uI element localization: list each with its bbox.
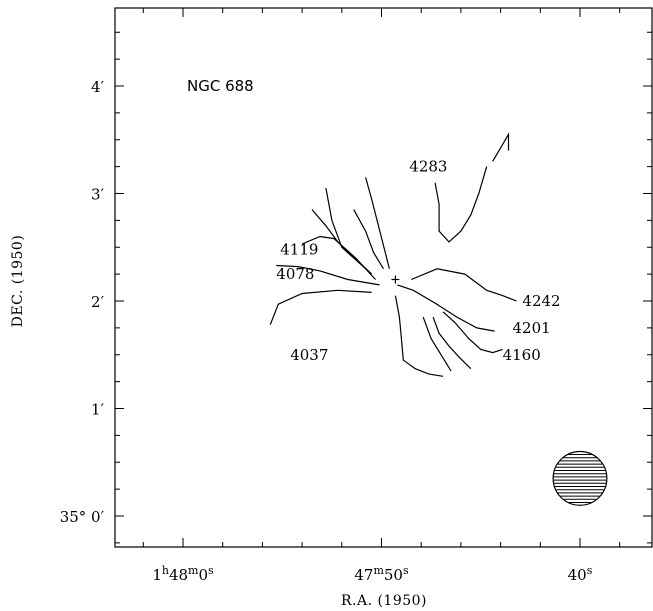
contour-label: 4160 — [503, 346, 541, 364]
contour-line-4078 — [276, 264, 380, 286]
x-tick-label: 40s — [568, 564, 593, 584]
beam-outline — [552, 450, 608, 506]
contour-line-4119 — [325, 187, 373, 275]
contour-line-4160 — [432, 316, 472, 370]
plot-frame — [114, 7, 653, 548]
contour-line-4160 — [422, 316, 452, 372]
contour-line-4160 — [442, 311, 503, 354]
y-tick-label: 2′ — [91, 293, 105, 311]
y-axis-label: DEC. (1950) — [10, 235, 26, 328]
y-tick-label: 35° 0′ — [60, 508, 105, 526]
y-tick-label: 4′ — [91, 78, 105, 96]
contour-labels: 4283 4119 4078 4037 4242 4201 4160 — [276, 158, 560, 364]
center-marker — [391, 275, 400, 284]
contour-line-4160 — [394, 295, 444, 377]
axis-tick-labels: 35° 0′ 1′ 2′ 3′ 4′ 1h48m0s 47m50s 40s — [60, 78, 593, 584]
contour-label: 4037 — [290, 346, 328, 364]
contour-line-4283 — [492, 132, 510, 162]
contour-line-4283 — [434, 166, 488, 243]
contour-line-4078 — [353, 209, 385, 270]
y-tick-label: 1′ — [91, 401, 105, 419]
contour-lines — [269, 132, 517, 377]
x-tick-label: 1h48m0s — [152, 564, 214, 584]
contour-line-4201 — [397, 284, 495, 332]
chart-title: NGC 688 — [187, 77, 254, 95]
x-tick-label: 47m50s — [354, 564, 409, 584]
contour-line-4078 — [365, 177, 390, 269]
contour-line-4078 — [301, 235, 376, 280]
contour-label: 4078 — [276, 265, 314, 283]
contour-label: 4201 — [513, 319, 551, 337]
contour-label: 4119 — [280, 240, 318, 258]
x-axis-label: R.A. (1950) — [341, 593, 427, 609]
contour-line-4242 — [411, 268, 517, 302]
contour-line-4037 — [269, 289, 372, 325]
contour-label: 4242 — [522, 292, 560, 310]
contour-label: 4283 — [409, 158, 447, 176]
y-tick-label: 3′ — [91, 186, 105, 204]
beam-ellipse — [552, 450, 608, 506]
axis-ticks — [115, 8, 652, 547]
contour-line-4119 — [311, 209, 373, 275]
